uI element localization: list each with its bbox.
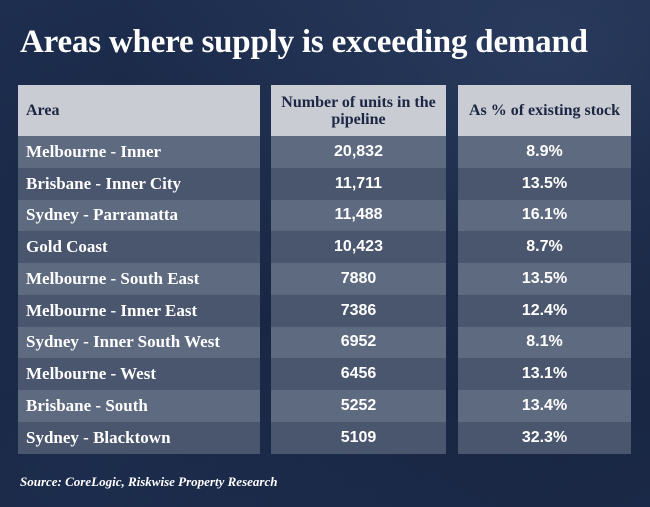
- area-column-header: Area: [18, 85, 260, 136]
- area-cell: Brisbane - Inner City: [18, 167, 260, 200]
- units-cell: 7880: [271, 263, 446, 295]
- area-cell: Sydney - Parramatta: [18, 199, 260, 232]
- source-note: Source: CoreLogic, Riskwise Property Res…: [20, 474, 278, 489]
- area-cell: Melbourne - South East: [18, 263, 260, 295]
- area-column-cells: Melbourne - Inner Brisbane - Inner City Sy…: [18, 136, 260, 454]
- units-cell: 5252: [271, 390, 446, 422]
- units-cell: 6456: [271, 358, 446, 390]
- area-cell: Melbourne - Inner East: [18, 294, 260, 327]
- pct-cell: 13.1%: [458, 358, 631, 390]
- pct-column: As % of existing stock 8.9% 13.5% 16.1% 8.7…: [458, 85, 631, 454]
- pct-column-header: As % of existing stock: [458, 85, 631, 136]
- pct-cell: 8.1%: [458, 326, 631, 359]
- units-cell: 20,832: [271, 136, 446, 168]
- units-cell: 6952: [271, 326, 446, 359]
- units-cell: 11,488: [271, 199, 446, 232]
- area-cell: Sydney - Inner South West: [18, 326, 260, 359]
- pct-cell: 12.4%: [458, 294, 631, 327]
- units-cell: 11,711: [271, 167, 446, 200]
- area-column: Area Melbourne - Inner Brisbane - Inner C…: [18, 85, 260, 454]
- units-cell: 10,423: [271, 231, 446, 263]
- chart-title: Areas where supply is exceeding demand: [20, 24, 588, 60]
- area-cell: Brisbane - South: [18, 390, 260, 422]
- pct-cell: 16.1%: [458, 199, 631, 232]
- pct-cell: 32.3%: [458, 421, 631, 454]
- units-cell: 5109: [271, 421, 446, 454]
- area-cell: Gold Coast: [18, 231, 260, 263]
- units-column-cells: 20,832 11,711 11,488 10,423 7880 7386 6952 6456…: [271, 136, 446, 454]
- units-column-header: Number of units in the pipeline: [271, 85, 446, 136]
- pct-column-cells: 8.9% 13.5% 16.1% 8.7% 13.5% 12.4% 8.1% 13.1% 13.…: [458, 136, 631, 454]
- pct-cell: 13.5%: [458, 167, 631, 200]
- area-cell: Melbourne - Inner: [18, 136, 260, 168]
- pct-cell: 13.4%: [458, 390, 631, 422]
- pct-cell: 8.9%: [458, 136, 631, 168]
- area-cell: Sydney - Blacktown: [18, 421, 260, 454]
- units-column: Number of units in the pipeline 20,832 11…: [271, 85, 446, 454]
- pct-cell: 8.7%: [458, 231, 631, 263]
- area-cell: Melbourne - West: [18, 358, 260, 390]
- units-cell: 7386: [271, 294, 446, 327]
- pct-cell: 13.5%: [458, 263, 631, 295]
